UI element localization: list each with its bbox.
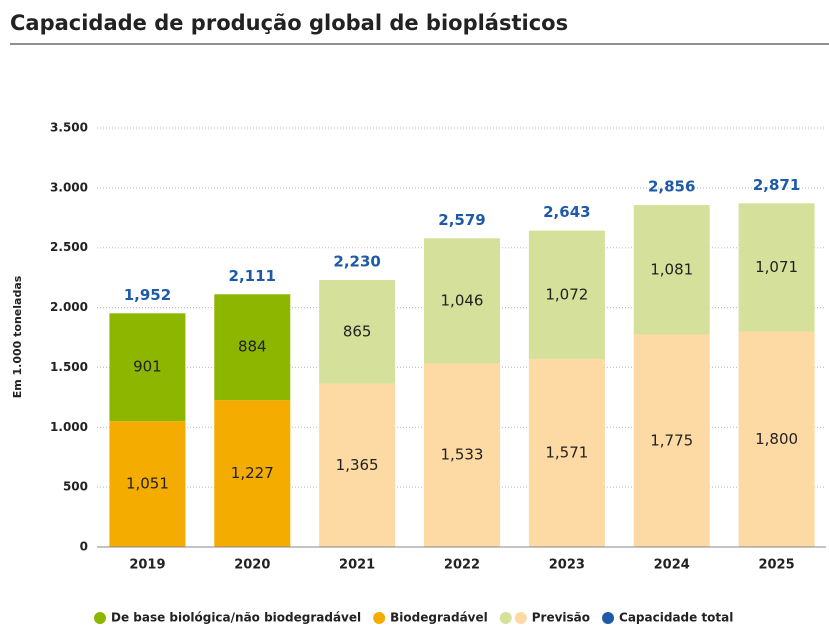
y-tick-label: 500 xyxy=(63,480,88,494)
total-label: 1,952 xyxy=(124,286,171,304)
y-tick-label: 2.500 xyxy=(50,240,88,254)
x-tick-label: 2023 xyxy=(549,558,585,573)
segment-label: 884 xyxy=(238,338,267,356)
y-tick-label: 2.000 xyxy=(50,300,88,314)
bar-segment xyxy=(528,230,605,359)
segment-label: 1,800 xyxy=(755,430,798,448)
total-label: 2,230 xyxy=(333,253,380,271)
x-tick-label: 2024 xyxy=(654,558,690,573)
y-axis-label: Em 1.000 toneladas xyxy=(11,275,24,398)
segment-label: 1,071 xyxy=(755,258,798,276)
y-tick-label: 0 xyxy=(80,540,88,554)
x-tick-label: 2020 xyxy=(234,558,270,573)
segment-label: 1,571 xyxy=(545,443,588,461)
bar-segment xyxy=(424,363,500,547)
bar-segment xyxy=(319,383,396,547)
segment-label: 865 xyxy=(343,322,372,340)
y-tick-label: 3.500 xyxy=(50,121,88,135)
segment-label: 1,227 xyxy=(231,464,274,482)
legend-swatch xyxy=(94,612,106,624)
bar-segment xyxy=(633,205,710,335)
x-tick-label: 2021 xyxy=(339,558,375,573)
bar-segment xyxy=(214,400,291,547)
segment-label: 1,081 xyxy=(650,260,693,278)
bar-segment xyxy=(738,331,815,547)
legend-label: Capacidade total xyxy=(619,611,733,625)
total-label: 2,871 xyxy=(753,176,800,194)
bar-segment xyxy=(633,334,710,547)
legend-swatch xyxy=(499,612,512,624)
segment-label: 1,051 xyxy=(126,475,169,493)
segment-label: 1,046 xyxy=(441,291,484,309)
total-label: 2,856 xyxy=(648,178,695,196)
legend-label: Biodegradável xyxy=(390,611,488,625)
legend-swatch xyxy=(514,612,527,624)
segment-label: 1,365 xyxy=(336,456,379,474)
legend-swatch xyxy=(602,612,615,624)
x-tick-label: 2019 xyxy=(129,558,165,573)
y-tick-label: 1.500 xyxy=(50,360,88,374)
bar-segment xyxy=(738,203,815,332)
bar-segment xyxy=(424,238,500,364)
x-tick-label: 2025 xyxy=(758,558,794,573)
total-label: 2,643 xyxy=(543,203,590,221)
chart-title: Capacidade de produção global de bioplás… xyxy=(10,11,568,35)
x-tick-label: 2022 xyxy=(444,558,480,573)
y-tick-label: 1.000 xyxy=(50,420,88,434)
segment-label: 1,775 xyxy=(650,431,693,449)
y-tick-label: 3.000 xyxy=(50,180,88,194)
total-label: 2,579 xyxy=(438,211,485,229)
legend-swatch xyxy=(373,612,386,624)
bar-segment xyxy=(319,280,396,384)
bar-segment xyxy=(528,358,605,547)
legend-label: Previsão xyxy=(532,611,590,625)
segment-label: 1,533 xyxy=(441,446,484,464)
legend-label: De base biológica/não biodegradável xyxy=(111,611,361,625)
bar-segment xyxy=(109,421,186,547)
segment-label: 1,072 xyxy=(545,285,588,303)
bar-segment xyxy=(109,313,186,422)
total-label: 2,111 xyxy=(229,267,276,285)
segment-label: 901 xyxy=(133,358,162,376)
bar-segment xyxy=(214,294,291,401)
